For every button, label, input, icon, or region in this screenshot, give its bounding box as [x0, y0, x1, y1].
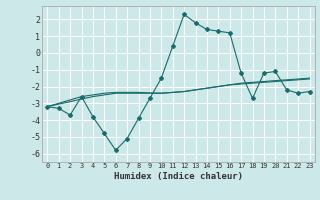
X-axis label: Humidex (Indice chaleur): Humidex (Indice chaleur) — [114, 172, 243, 181]
